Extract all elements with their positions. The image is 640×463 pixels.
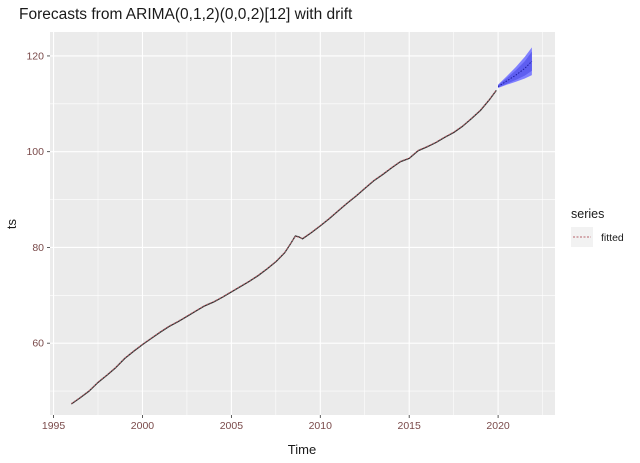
chart-title: Forecasts from ARIMA(0,1,2)(0,0,2)[12] w… [19,6,353,23]
y-tick-label: 60 [32,338,44,350]
y-tick-label: 80 [32,242,44,254]
y-axis-title: ts [4,218,19,229]
forecast-band-95 [498,47,532,89]
legend-entry-fitted: fitted [601,232,624,244]
minor-gridlines [50,32,555,415]
x-tick-label: 2015 [398,420,422,432]
y-tick-label: 100 [26,146,44,158]
legend: series fitted [571,207,624,247]
x-tick-label: 2010 [309,420,333,432]
forecast-mean-line [497,60,533,87]
x-axis-ticks: 1995 2000 2005 2010 2015 2020 [42,415,510,432]
series-line-fitted [71,89,497,404]
forecast-intervals [498,47,532,89]
x-tick-label: 1995 [42,420,66,432]
x-axis-title: Time [288,442,316,457]
y-tick-label: 120 [26,50,44,62]
series-lines [70,60,533,405]
forecast-band-80 [498,51,532,88]
x-tick-label: 2020 [486,420,510,432]
y-axis-ticks: 60 80 100 120 [26,50,50,350]
major-gridlines [50,32,555,415]
legend-title: series [571,207,604,221]
x-tick-label: 2005 [220,420,244,432]
x-tick-label: 2000 [131,420,155,432]
